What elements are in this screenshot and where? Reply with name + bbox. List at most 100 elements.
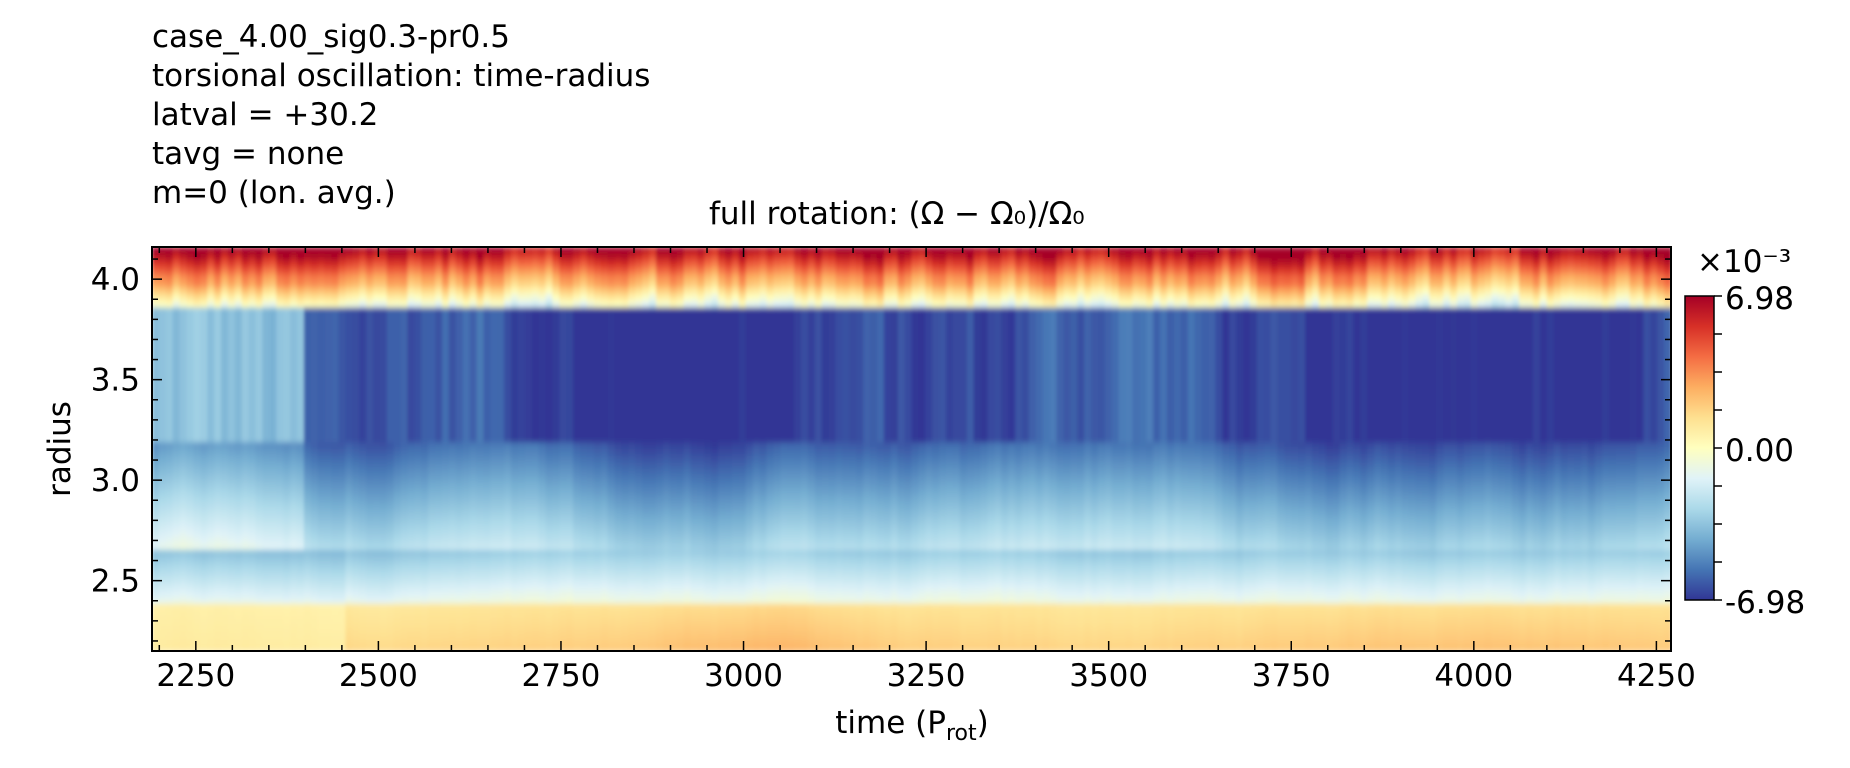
heatmap-cell xyxy=(483,597,492,605)
heatmap-cell xyxy=(276,536,284,545)
heatmap-cell xyxy=(186,590,195,598)
heatmap-cell xyxy=(283,314,291,322)
heatmap-cell xyxy=(649,516,657,524)
heatmap-cell xyxy=(352,354,360,363)
heatmap-cell xyxy=(697,523,706,531)
heatmap-cell xyxy=(152,469,160,477)
heatmap-cell xyxy=(504,348,512,356)
heatmap-cell xyxy=(600,529,609,538)
heatmap-cell xyxy=(414,523,423,531)
heatmap-cell xyxy=(262,388,271,396)
heatmap-cell xyxy=(476,415,485,423)
heatmap-cell xyxy=(462,314,471,322)
heatmap-cell xyxy=(352,449,360,457)
heatmap-cell xyxy=(573,327,581,336)
heatmap-cell xyxy=(428,314,436,322)
heatmap-cell xyxy=(366,422,374,430)
heatmap-cell xyxy=(690,341,699,349)
heatmap-cell xyxy=(207,247,215,255)
heatmap-cell xyxy=(483,307,492,316)
heatmap-cell xyxy=(186,570,195,578)
heatmap-cell xyxy=(441,590,450,598)
heatmap-cell xyxy=(310,408,319,417)
heatmap-cell xyxy=(435,630,443,639)
heatmap-cell xyxy=(338,610,347,619)
heatmap-cell xyxy=(200,327,209,336)
heatmap-cell xyxy=(559,273,568,282)
heatmap-cell xyxy=(324,368,333,376)
heatmap-cell xyxy=(400,354,409,363)
heatmap-cell xyxy=(241,267,250,275)
heatmap-cell xyxy=(158,502,167,511)
heatmap-cell xyxy=(462,597,471,605)
heatmap-cell xyxy=(476,644,485,651)
heatmap-cell xyxy=(158,354,167,363)
heatmap-cell xyxy=(407,482,416,491)
heatmap-cell xyxy=(324,543,333,551)
heatmap-cell xyxy=(621,489,630,497)
heatmap-cell xyxy=(455,247,464,255)
heatmap-cell xyxy=(200,644,209,651)
heatmap-cell xyxy=(504,563,512,571)
heatmap-cell xyxy=(662,415,671,423)
heatmap-cell xyxy=(158,287,167,295)
heatmap-cell xyxy=(234,381,243,390)
heatmap-cell xyxy=(593,529,602,538)
heatmap-cell xyxy=(276,260,284,268)
heatmap-cell xyxy=(573,435,581,444)
heatmap-cell xyxy=(269,307,278,316)
heatmap-cell xyxy=(545,502,554,511)
heatmap-cell xyxy=(621,415,630,423)
heatmap-cell xyxy=(573,408,581,417)
heatmap-cell xyxy=(649,576,657,585)
heatmap-cell xyxy=(214,523,222,531)
heatmap-cell xyxy=(297,583,305,592)
heatmap-cell xyxy=(414,314,423,322)
heatmap-cell xyxy=(462,401,471,410)
heatmap-cell xyxy=(179,341,188,349)
heatmap-cell xyxy=(262,617,271,625)
heatmap-cell xyxy=(656,529,664,538)
heatmap-cell xyxy=(580,570,588,578)
heatmap-cell xyxy=(372,610,381,619)
heatmap-cell xyxy=(386,563,395,571)
heatmap-cell xyxy=(366,341,374,349)
heatmap-cell xyxy=(656,536,664,545)
heatmap-cell xyxy=(566,603,574,612)
heatmap-cell xyxy=(628,516,637,524)
heatmap-cell xyxy=(317,267,326,275)
heatmap-cell xyxy=(338,267,347,275)
heatmap-cell xyxy=(186,401,195,410)
heatmap-cell xyxy=(642,388,650,396)
heatmap-cell xyxy=(179,489,188,497)
heatmap-cell xyxy=(483,502,492,511)
heatmap-cell xyxy=(172,509,181,518)
heatmap-cell xyxy=(193,516,202,524)
heatmap-cell xyxy=(725,253,733,262)
heatmap-cell xyxy=(580,442,588,450)
heatmap-cell xyxy=(158,455,167,464)
heatmap-cell xyxy=(303,590,312,598)
heatmap-cell xyxy=(186,597,195,605)
heatmap-cell xyxy=(352,462,360,470)
heatmap-cell xyxy=(221,556,229,565)
heatmap-cell xyxy=(372,617,381,625)
heatmap-cell xyxy=(193,644,202,651)
heatmap-cell xyxy=(324,300,333,309)
heatmap-cell xyxy=(669,502,678,511)
heatmap-cell xyxy=(711,307,719,316)
heatmap-cell xyxy=(483,624,492,632)
heatmap-cell xyxy=(200,260,209,268)
heatmap-cell xyxy=(310,334,319,343)
heatmap-cell xyxy=(421,637,429,646)
heatmap-cell xyxy=(600,314,609,322)
heatmap-cell xyxy=(207,449,215,457)
heatmap-cell xyxy=(649,381,657,390)
heatmap-cell xyxy=(255,381,264,390)
heatmap-cell xyxy=(331,273,340,282)
heatmap-cell xyxy=(683,348,692,356)
heatmap-cell xyxy=(262,550,271,558)
heatmap-cell xyxy=(207,287,215,295)
heatmap-cell xyxy=(497,422,505,430)
heatmap-cell xyxy=(600,630,609,639)
